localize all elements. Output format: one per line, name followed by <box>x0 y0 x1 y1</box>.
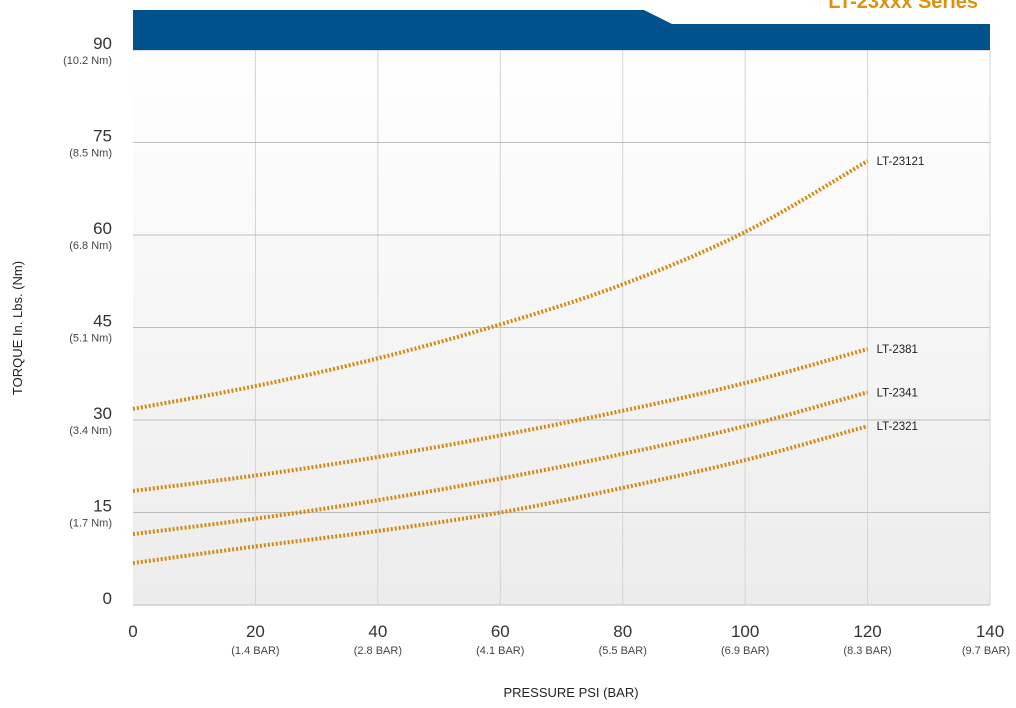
series-title: LT-23xxx Series <box>828 0 978 13</box>
x-tick-label: 0 <box>128 622 137 641</box>
x-tick-label: 80 <box>613 622 632 641</box>
y-axis-label: TORQUE In. Lbs. (Nm) <box>10 261 25 395</box>
y-axis-ticks: 0 15 (1.7 Nm) 30 (3.4 Nm) 45 (5.1 Nm) 60 (6.8 Nm… <box>63 34 112 608</box>
x-tick-sublabel: (2.8 BAR) <box>354 645 402 657</box>
series-label-lt-23121: LT-23121 <box>877 156 925 168</box>
series-lines <box>132 159 869 566</box>
x-tick-label: 60 <box>491 622 510 641</box>
y-tick-label: 15 <box>93 497 112 516</box>
series-line-lt-2381 <box>132 347 869 493</box>
x-tick-sublabel: (8.3 BAR) <box>843 645 891 657</box>
y-tick-label: 90 <box>93 34 112 53</box>
x-tick-label: 140 <box>976 622 1004 641</box>
y-tick-sublabel: (1.7 Nm) <box>69 518 112 530</box>
series-line-lt-2341 <box>132 390 869 537</box>
x-axis-label: PRESSURE PSI (BAR) <box>503 685 638 700</box>
y-tick-sublabel: (5.1 Nm) <box>69 333 112 345</box>
series-labels: LT-23121 LT-2381 LT-2341 LT-2321 <box>877 156 925 433</box>
y-tick-sublabel: (8.5 Nm) <box>69 148 112 160</box>
x-tick-label: 20 <box>246 622 265 641</box>
x-tick-sublabel: (1.4 BAR) <box>231 645 279 657</box>
series-line-lt-2321 <box>132 424 869 566</box>
y-tick-label: 60 <box>93 219 112 238</box>
series-label-lt-2321: LT-2321 <box>877 421 918 433</box>
series-label-lt-2341: LT-2341 <box>877 387 918 399</box>
x-tick-sublabel: (9.7 BAR) <box>962 645 1010 657</box>
header-band <box>133 10 990 50</box>
y-tick-sublabel: (6.8 Nm) <box>69 240 112 252</box>
y-tick-sublabel: (3.4 Nm) <box>69 425 112 437</box>
x-tick-label: 40 <box>368 622 387 641</box>
y-tick-label: 75 <box>93 127 112 146</box>
y-tick-label: 0 <box>103 589 112 608</box>
y-tick-label: 45 <box>93 312 112 331</box>
x-axis-ticks: 0 20 (1.4 BAR) 40 (2.8 BAR) 60 (4.1 BAR) 80 (5.5… <box>128 622 1010 657</box>
x-tick-label: 100 <box>731 622 759 641</box>
x-tick-sublabel: (6.9 BAR) <box>721 645 769 657</box>
x-tick-sublabel: (5.5 BAR) <box>599 645 647 657</box>
y-tick-label: 30 <box>93 404 112 423</box>
x-tick-sublabel: (4.1 BAR) <box>476 645 524 657</box>
x-tick-label: 120 <box>853 622 881 641</box>
series-line-lt-23121 <box>132 159 869 411</box>
series-label-lt-2381: LT-2381 <box>877 344 918 356</box>
y-tick-sublabel: (10.2 Nm) <box>63 55 112 67</box>
